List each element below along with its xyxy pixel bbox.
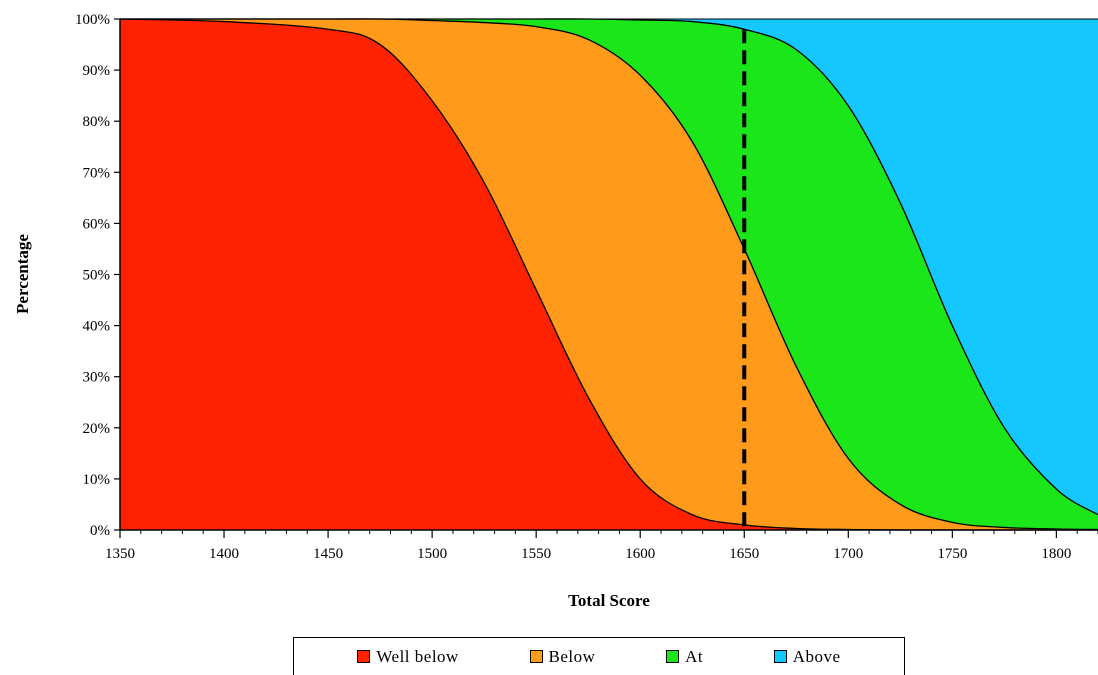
legend-item-well-below: Well below: [357, 647, 458, 667]
x-tick-label: 1400: [209, 546, 239, 562]
area-well-below: [120, 19, 1098, 531]
legend-swatch-below: [529, 650, 543, 663]
y-tick-label: 90%: [83, 63, 111, 79]
x-tick-labels: 1350 1400 1450 1500 1550 1600 1650 1700 1750 1800: [105, 546, 1071, 562]
legend-label-well-below: Well below: [376, 646, 459, 666]
y-tick-label: 40%: [83, 319, 111, 335]
legend-label-below: Below: [548, 646, 596, 666]
x-tick-label: 1600: [625, 546, 655, 562]
y-tick-label: 30%: [83, 370, 111, 386]
legend-swatch-at: [666, 650, 680, 663]
x-tick-label: 1750: [937, 546, 967, 562]
x-tick-label: 1500: [417, 546, 447, 562]
y-tick-label: 70%: [83, 165, 111, 181]
x-tick-label: 1700: [833, 546, 863, 562]
y-tick-label: 50%: [83, 268, 111, 284]
y-tick-label: 10%: [83, 472, 111, 488]
y-tick-label: 20%: [83, 421, 111, 437]
stacked-area-layer: [120, 18, 1098, 531]
x-tick-label: 1450: [313, 546, 343, 562]
y-tick-label: 80%: [83, 114, 111, 130]
legend-swatch-well-below: [357, 650, 371, 663]
y-tick-labels: 0% 10% 20% 30% 40% 50% 60% 70% 80% 90% 100%: [75, 12, 110, 539]
legend-item-above: Above: [773, 646, 841, 667]
y-tick-label: 100%: [75, 12, 110, 28]
legend-item-at: At: [666, 647, 703, 667]
x-tick-label: 1350: [105, 546, 135, 562]
axes-layer: [114, 18, 1098, 538]
y-tick-label: 60%: [83, 216, 111, 232]
legend-item-below: Below: [529, 646, 596, 667]
legend: Well below Below At Above: [293, 637, 905, 675]
x-tick-label: 1800: [1041, 546, 1071, 562]
legend-label-at: At: [685, 646, 704, 666]
y-tick-label: 0%: [90, 523, 110, 539]
x-tick-label: 1650: [729, 546, 759, 562]
legend-swatch-above: [773, 650, 787, 663]
x-axis-title: Total Score: [568, 591, 650, 610]
y-axis-title: Percentage: [13, 234, 32, 314]
x-tick-label: 1550: [521, 546, 551, 562]
legend-label-above: Above: [792, 646, 841, 666]
